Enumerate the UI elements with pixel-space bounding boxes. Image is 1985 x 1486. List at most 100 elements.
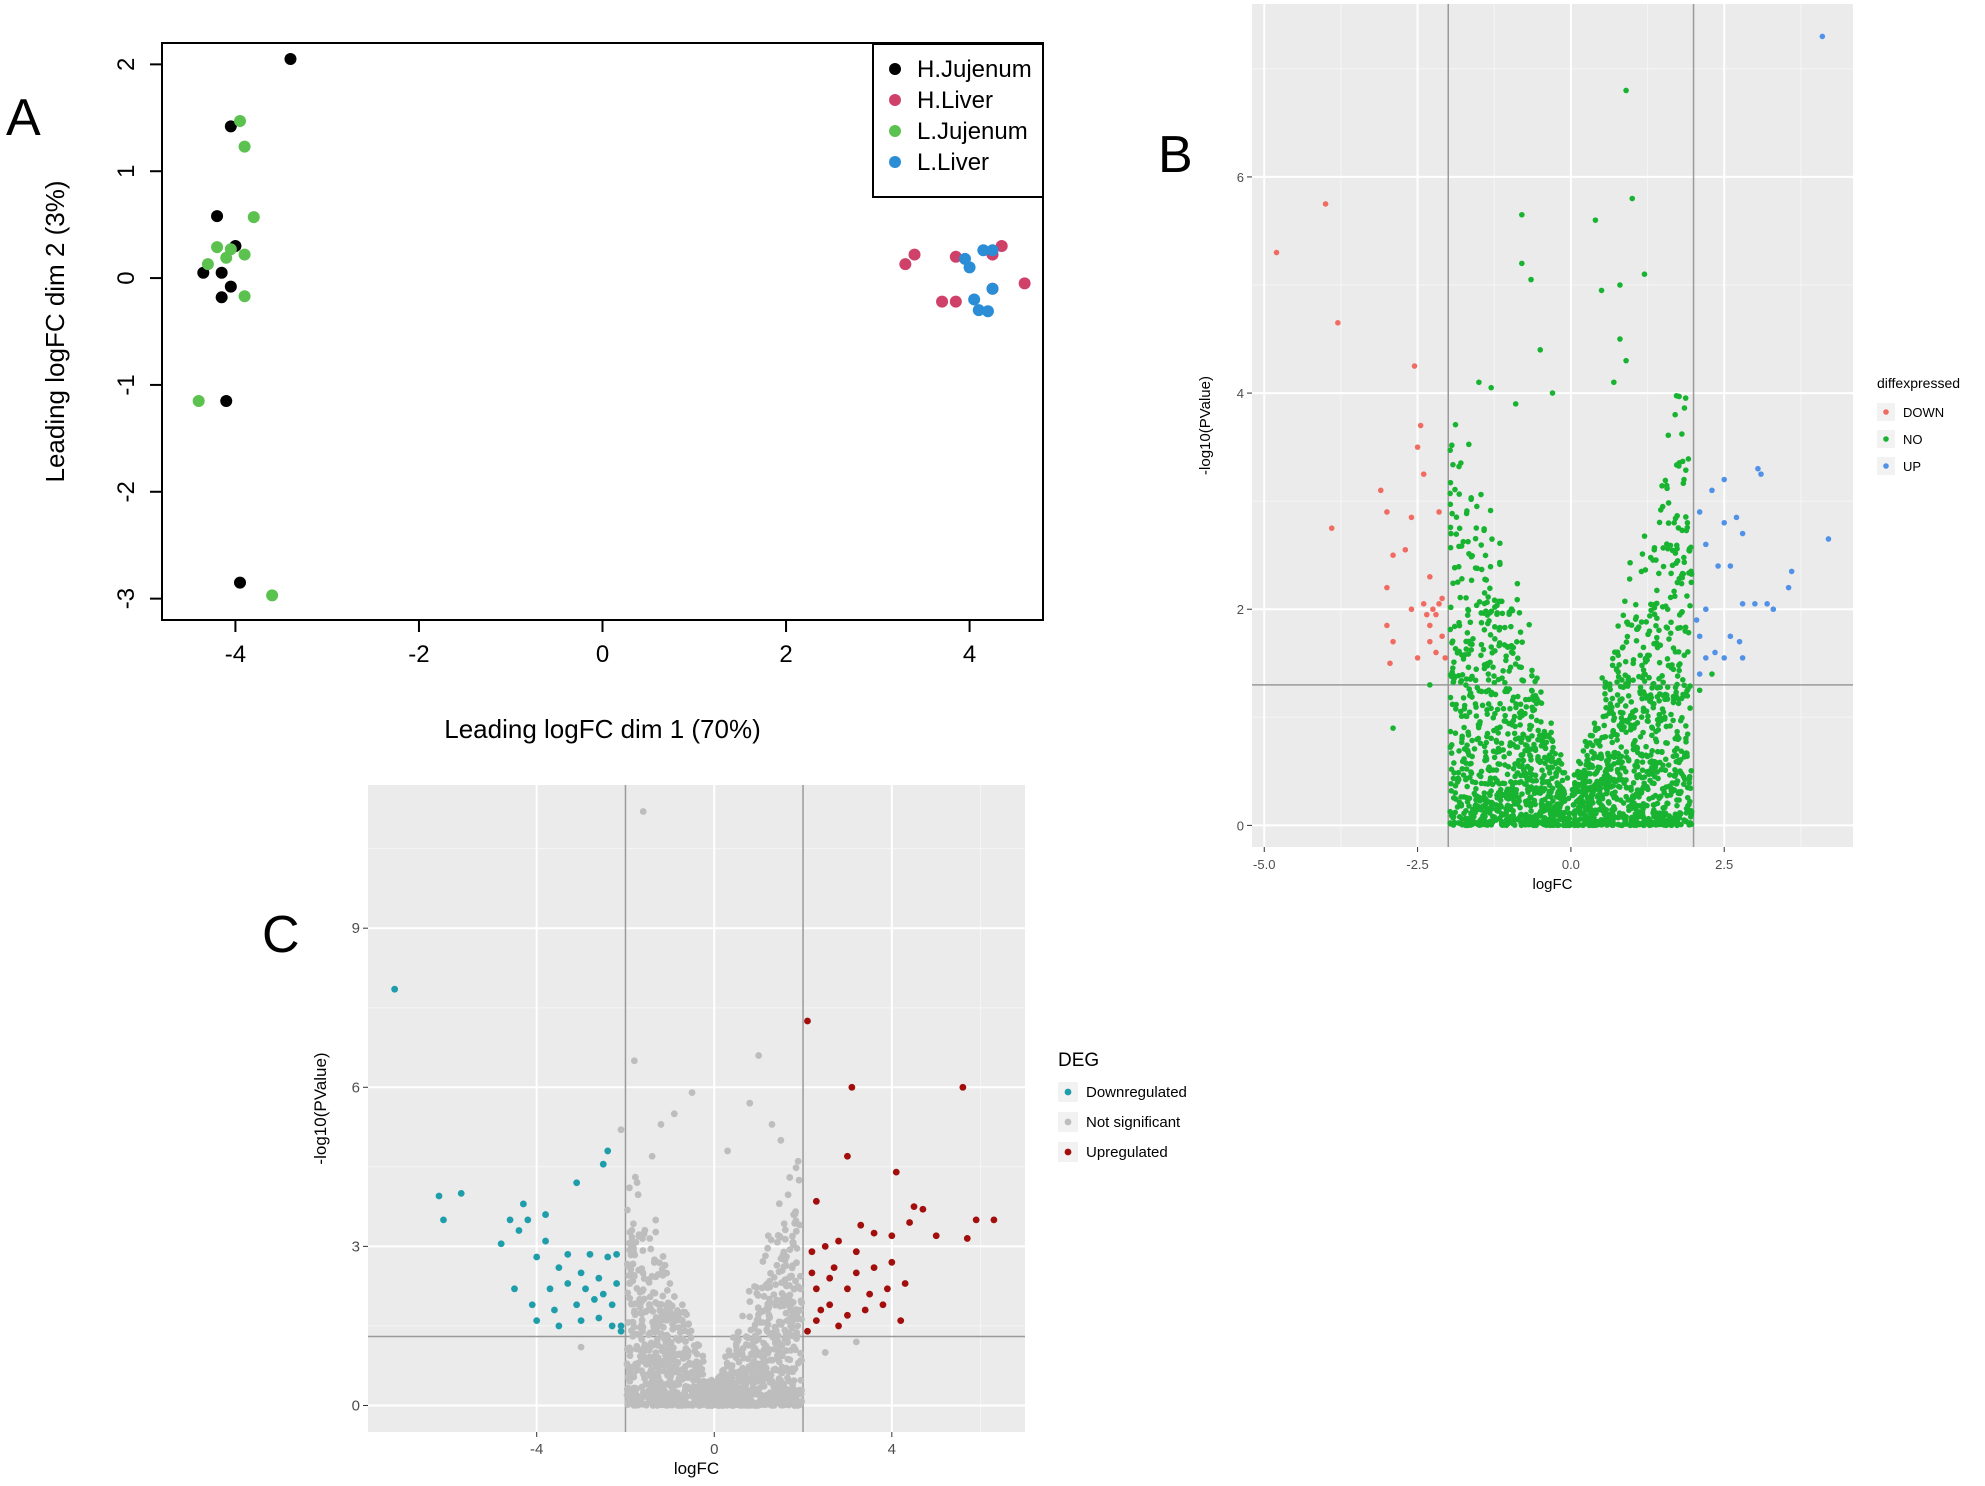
data-point: [608, 1322, 616, 1330]
data-point: [1531, 706, 1538, 713]
data-point: [1575, 788, 1582, 795]
data-point: [675, 1309, 683, 1317]
data-point: [1464, 612, 1471, 618]
data-point: [1558, 790, 1564, 797]
data-point: [766, 1390, 774, 1397]
data-point: [654, 1373, 662, 1381]
data-point: [1586, 764, 1592, 771]
data-point: [1502, 679, 1508, 686]
data-point: [1662, 477, 1669, 484]
data-point: [1683, 467, 1689, 473]
data-point: [630, 1220, 637, 1228]
data-point: [533, 1317, 541, 1325]
data-point: [1582, 807, 1589, 813]
data-point: [1537, 347, 1544, 353]
data-point: [1546, 734, 1552, 740]
x-tick-label: -4: [530, 1441, 543, 1458]
data-point: [781, 1226, 789, 1234]
data-point: [1464, 783, 1470, 790]
data-point: [1684, 794, 1691, 801]
data-point: [646, 1293, 654, 1301]
data-point: [1463, 821, 1470, 828]
data-point: [555, 1322, 563, 1330]
data-point: [1484, 660, 1491, 667]
data-point: [1526, 816, 1532, 823]
data-point: [542, 1237, 549, 1245]
data-point: [793, 1329, 801, 1336]
data-point: [1679, 570, 1686, 577]
data-point: [812, 1317, 820, 1325]
data-point: [1621, 780, 1627, 786]
data-point: [1466, 795, 1473, 802]
data-point: [1672, 649, 1679, 655]
data-point: [1628, 820, 1634, 826]
data-point: [1460, 772, 1467, 778]
data-point: [1451, 659, 1457, 665]
data-point: [793, 1391, 801, 1399]
data-point: [1684, 750, 1690, 757]
data-point: [1448, 742, 1455, 748]
data-point: [1682, 395, 1689, 401]
data-point: [1420, 601, 1427, 607]
data-point: [791, 1210, 799, 1218]
data-point: [1623, 87, 1629, 94]
data-point: [1596, 799, 1603, 806]
data-point: [1510, 650, 1516, 656]
data-point: [1581, 767, 1588, 774]
data-point: [1514, 744, 1521, 750]
data-point: [1633, 614, 1640, 620]
data-point: [1384, 584, 1390, 591]
data-point: [595, 1274, 603, 1282]
data-point: [1672, 684, 1679, 691]
data-point: [1656, 711, 1663, 718]
data-point: [786, 1246, 794, 1253]
data-point: [1595, 764, 1601, 770]
data-point: [1456, 619, 1462, 626]
data-point: [1676, 612, 1683, 618]
data-point: [641, 1375, 648, 1382]
data-point: [624, 1319, 632, 1326]
data-point: [639, 1357, 646, 1365]
x-axis-label: logFC: [1532, 876, 1572, 893]
data-point: [756, 1392, 764, 1399]
data-point: [1467, 676, 1474, 682]
data-point: [1661, 804, 1668, 811]
data-point: [1454, 804, 1461, 810]
data-point: [1770, 606, 1777, 613]
data-point: [1481, 627, 1488, 633]
data-point: [629, 1271, 637, 1279]
data-point: [1654, 587, 1660, 594]
data-point: [1688, 544, 1694, 551]
data-point: [1584, 795, 1591, 801]
data-point: [1660, 679, 1666, 686]
data-point: [1648, 607, 1654, 614]
data-point: [1464, 630, 1471, 636]
data-point: [1592, 727, 1599, 734]
data-point: [1622, 672, 1629, 678]
data-point: [1590, 755, 1597, 762]
data-point: [677, 1351, 685, 1359]
data-point: [1644, 753, 1651, 760]
data-point: [792, 1277, 799, 1285]
data-point: [1540, 802, 1546, 809]
data-point: [1414, 655, 1421, 661]
data-point: [1582, 738, 1589, 745]
data-point: [626, 1377, 634, 1385]
data-point: [1736, 638, 1743, 645]
data-point: [767, 1269, 774, 1277]
data-point: [1679, 527, 1685, 534]
data-point: [1665, 432, 1672, 439]
data-point: [663, 1286, 671, 1294]
data-point: [774, 1351, 782, 1359]
data-point: [1473, 786, 1479, 792]
data-point: [1448, 673, 1455, 680]
data-point: [728, 1391, 736, 1399]
data-point: [786, 1330, 794, 1337]
data-point: [1546, 770, 1553, 776]
data-point: [1646, 674, 1652, 681]
data-point: [1476, 379, 1482, 386]
data-point: [224, 120, 237, 133]
data-point: [870, 1264, 878, 1271]
data-point: [767, 1236, 775, 1244]
data-point: [1602, 733, 1609, 740]
